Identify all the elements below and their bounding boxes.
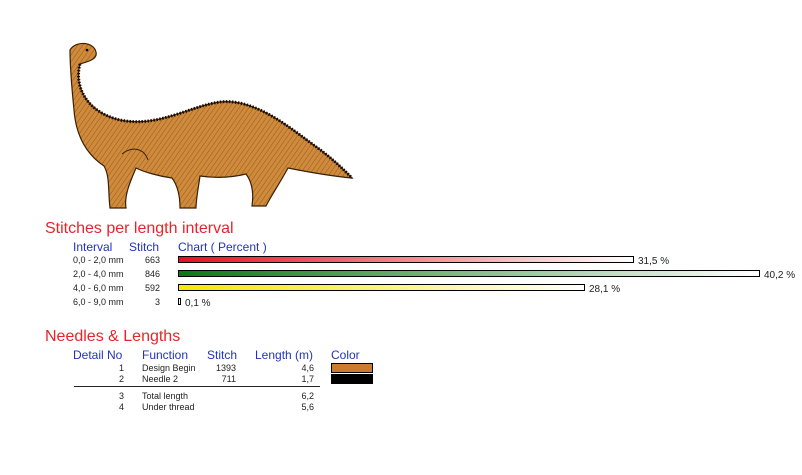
total-detail-no: 3 [118,391,124,401]
interval-label: 2,0 - 4,0 mm [73,269,124,279]
interval-column-header: Interval [73,240,113,254]
needle-function: Design Begin [142,363,196,373]
total-length: 5,6 [301,402,314,412]
needle-stitch: 711 [221,374,236,384]
stitch-column-header-2: Stitch [207,348,238,362]
stitches-section-title: Stitches per length interval [45,220,234,237]
detail-column-header: Detail No [73,348,123,362]
length-column-header: Length (m) [255,348,314,362]
total-function: Under thread [142,402,195,412]
needle-detail-no: 1 [118,363,124,373]
needle-color-swatch [331,374,373,384]
interval-stitch-count: 846 [144,269,160,279]
interval-label: 4,0 - 6,0 mm [73,283,124,293]
function-column-header: Function [142,348,189,362]
total-detail-no: 4 [118,402,124,412]
needle-function: Needle 2 [142,374,179,384]
percent-bar [178,256,634,263]
percent-label: 40,2 % [764,270,796,281]
color-column-header: Color [331,348,360,362]
interval-stitch-count: 592 [144,283,160,293]
stitch-column-header: Stitch [129,240,160,254]
chart-column-header: Chart ( Percent ) [178,240,267,254]
percent-label: 31,5 % [638,256,670,267]
percent-bar [178,298,181,305]
percent-label: 28,1 % [589,284,621,295]
needle-stitch: 1393 [215,363,236,373]
total-length: 6,2 [301,391,314,401]
percent-label: 0,1 % [185,298,211,309]
interval-stitch-count: 663 [144,255,160,265]
needle-length: 1,7 [301,374,314,384]
interval-label: 0,0 - 2,0 mm [73,255,124,265]
needle-length: 4,6 [301,363,314,373]
totals-divider [74,386,320,387]
percent-bar [178,284,585,291]
interval-stitch-count: 3 [154,297,160,307]
needle-detail-no: 2 [118,374,124,384]
needle-color-swatch [331,363,373,373]
needles-section-title: Needles & Lengths [45,328,181,345]
design-preview-image [69,42,354,209]
percent-bar [178,270,760,277]
interval-label: 6,0 - 9,0 mm [73,297,124,307]
total-function: Total length [142,391,189,401]
